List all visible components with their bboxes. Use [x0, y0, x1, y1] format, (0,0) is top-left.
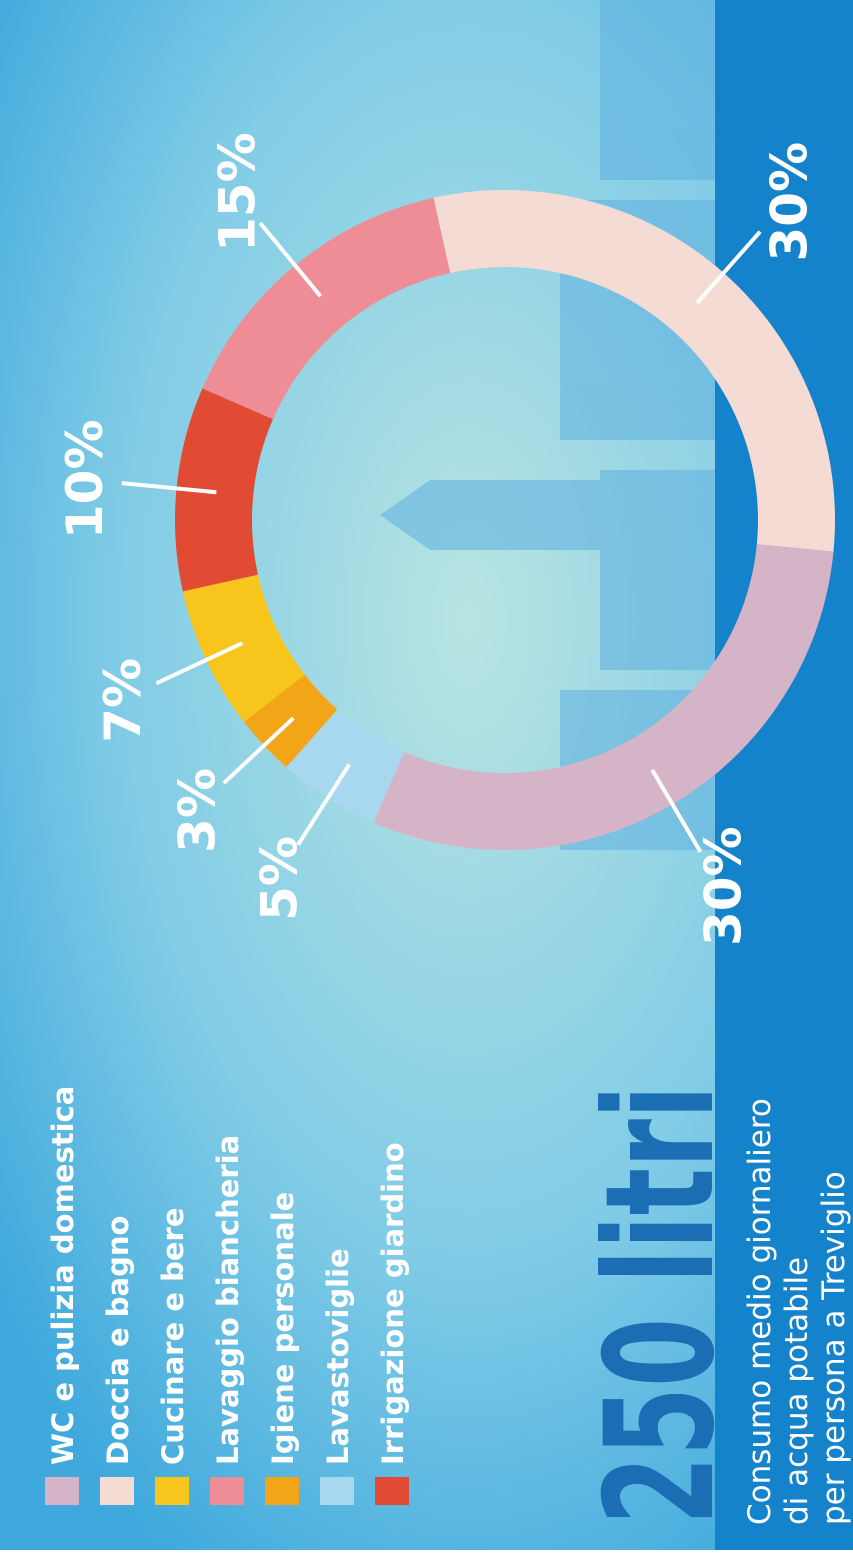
legend-label: WC e pulizia domestica [46, 1086, 80, 1465]
legend-label: Lavaggio biancheria [211, 1135, 245, 1465]
value-label: 5% [251, 836, 309, 921]
donut-segment [373, 544, 834, 850]
value-label: 15% [209, 132, 267, 252]
donut-segment [175, 388, 273, 592]
legend-label: Cucinare e bere [156, 1207, 190, 1465]
legend-label: Igiene personale [266, 1192, 300, 1465]
leader-line [258, 221, 323, 298]
donut-segment [286, 709, 405, 823]
leader-line [121, 481, 217, 495]
value-label: 10% [56, 419, 114, 539]
leader-line [695, 230, 762, 305]
legend-swatch [375, 1477, 409, 1505]
value-label: 3% [169, 768, 227, 853]
legend-swatch [210, 1477, 244, 1505]
value-label: 7% [94, 658, 152, 743]
legend-swatch [155, 1477, 189, 1505]
donut-segment [182, 574, 305, 722]
legend-label: Irrigazione giardino [376, 1142, 410, 1465]
value-label: 30% [695, 826, 753, 946]
legend-swatch [265, 1477, 299, 1505]
subtitle-line: di acqua potabile [779, 1257, 815, 1525]
title: 250 litri [574, 1085, 748, 1525]
leader-line [222, 716, 295, 785]
subtitle-line: per persona a Treviglio [816, 1171, 852, 1525]
legend-swatch [320, 1477, 354, 1505]
value-label: 30% [761, 142, 819, 262]
donut-segment [433, 190, 835, 552]
donut-segment [202, 197, 451, 420]
legend-label: Lavastoviglie [321, 1248, 355, 1465]
subtitle-line: Consumo medio giornaliero [742, 1098, 778, 1525]
leader-line [155, 641, 244, 686]
legend-swatch [45, 1477, 79, 1505]
leader-line [650, 768, 703, 853]
legend-label: Doccia e bagno [101, 1216, 135, 1465]
legend-swatch [100, 1477, 134, 1505]
leader-line [296, 763, 351, 846]
